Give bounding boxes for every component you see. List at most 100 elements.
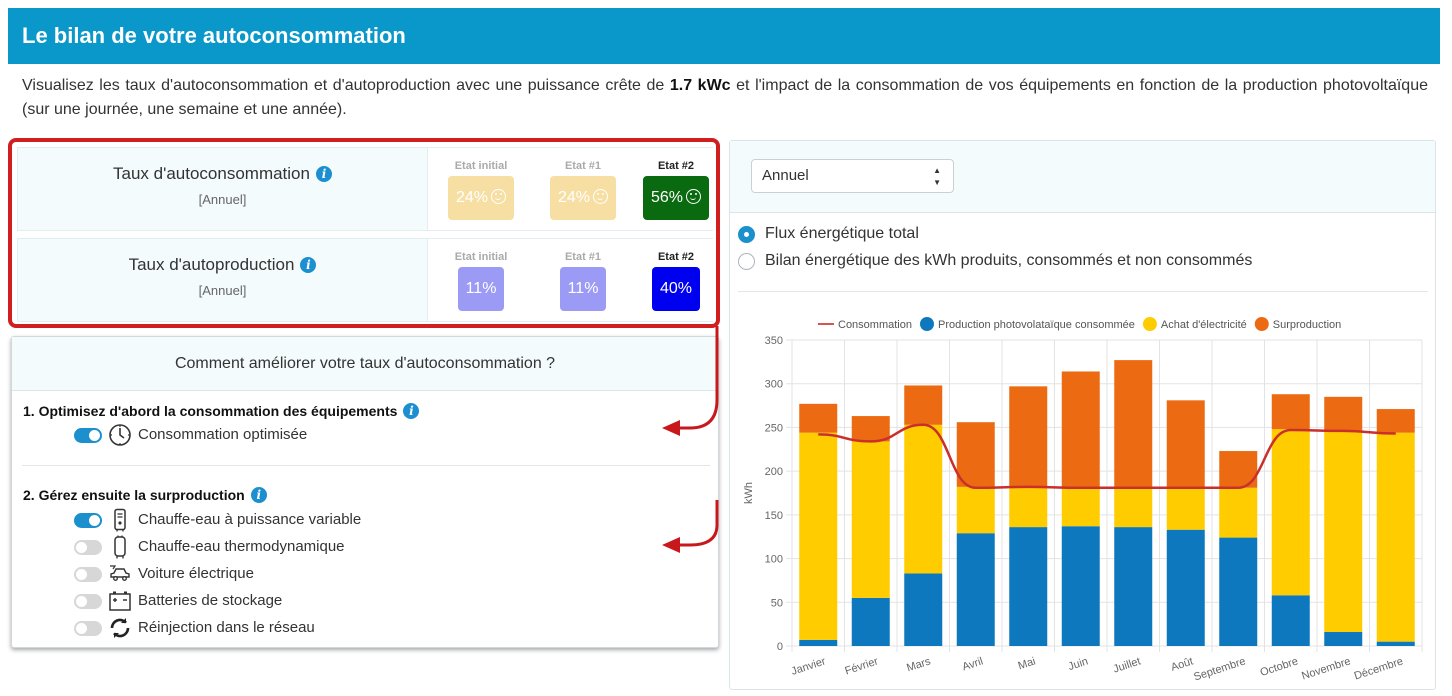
x-tick-label: Janvier	[790, 655, 828, 677]
divider	[738, 291, 1428, 292]
intro-text-after: et l'impact de la consommation de vos éq…	[22, 77, 1428, 118]
legend-marker	[1254, 317, 1269, 331]
rate-pill: 24%	[447, 176, 515, 220]
bar-segment	[799, 403, 838, 433]
option-electric-car[interactable]: Voiture électrique	[74, 562, 474, 588]
legend-marker	[1142, 317, 1157, 331]
option-storage-batteries[interactable]: Batteries de stockage	[74, 589, 474, 615]
bar-segment	[1219, 537, 1258, 646]
bar-segment	[1009, 527, 1048, 646]
bar-segment	[1376, 409, 1415, 433]
bar-segment	[1219, 487, 1258, 538]
refresh-icon	[110, 618, 130, 638]
rate-states: Etat initial 11% Etat #1 11% Etat #2 40%	[428, 239, 714, 321]
bar-segment	[1376, 432, 1415, 642]
bar-segment	[1114, 360, 1153, 487]
rate-pill: 56%	[642, 176, 710, 220]
state-2: Etat #2 56%	[636, 160, 716, 220]
bar-segment	[799, 639, 838, 646]
toggle-switch[interactable]	[74, 513, 102, 528]
smiley-icon	[686, 189, 702, 204]
energy-chart: 0 50 100 150 200 250 300 350 kWh Janvier Février Ma…	[743, 317, 1423, 683]
toggle-switch[interactable]	[74, 540, 102, 555]
rate-value: 24%	[557, 189, 591, 206]
bar-segment	[1166, 486, 1205, 530]
y-axis-label: kWh	[743, 482, 755, 504]
rate-title: Taux d'autoconsommation	[113, 164, 310, 183]
state-label: Etat #1	[564, 251, 602, 263]
period-select-value: Annuel	[762, 167, 809, 184]
rate-pill: 24%	[549, 176, 617, 220]
smiley-icon	[593, 189, 609, 204]
rate-label: Taux d'autoconsommation i [Annuel]	[18, 148, 428, 230]
y-tick-label: 250	[765, 422, 783, 434]
legend-label: Production photovolataïque consommée	[938, 319, 1135, 331]
bar-segment	[851, 597, 890, 646]
x-tick-label: Août	[1169, 655, 1194, 673]
radio-button[interactable]	[738, 226, 755, 243]
bar-segment	[1114, 527, 1153, 646]
y-tick-label: 50	[771, 597, 783, 609]
clock-icon	[109, 424, 131, 446]
bar-segment	[1324, 431, 1363, 633]
y-tick-label: 0	[777, 641, 783, 653]
info-icon[interactable]: i	[300, 257, 317, 273]
section-title: Le bilan de votre autoconsommation	[22, 23, 406, 48]
electric-car-icon	[110, 565, 130, 581]
state-2: Etat #2 40%	[636, 251, 716, 311]
x-tick-label: Avril	[961, 655, 985, 673]
thermo-water-heater-icon	[114, 535, 126, 559]
bar-segment	[904, 385, 943, 425]
option-label: Batteries de stockage	[138, 592, 283, 609]
peak-power-value: 1.7 kWc	[669, 77, 731, 94]
rate-states: Etat initial 24% Etat #1 24% Etat #2 56%	[428, 148, 714, 230]
option-label: Réinjection dans le réseau	[138, 619, 315, 636]
self-consumption-row: Taux d'autoconsommation i [Annuel] Etat i…	[17, 147, 714, 231]
option-label: Voiture électrique	[138, 565, 254, 582]
info-icon[interactable]: i	[250, 487, 267, 503]
y-tick-label: 300	[765, 379, 783, 391]
intro-text-before: Visualisez les taux d'autoconsommation e…	[22, 77, 670, 94]
rate-value: 40%	[659, 280, 693, 297]
legend-label: Consommation	[838, 319, 912, 331]
toggle-switch[interactable]	[74, 428, 102, 443]
toggle-switch[interactable]	[74, 594, 102, 609]
divider	[22, 465, 710, 466]
option-optimized-consumption[interactable]: Consommation optimisée	[74, 423, 474, 449]
radio-label: Bilan énergétique des kWh produits, cons…	[765, 252, 1253, 269]
option-label: Consommation optimisée	[138, 426, 308, 443]
improvement-panel: Comment améliorer votre taux d'autoconso…	[11, 336, 719, 648]
bar-segment	[1271, 429, 1310, 596]
toggle-switch[interactable]	[74, 567, 102, 582]
self-production-row: Taux d'autoproduction i [Annuel] Etat ini…	[17, 238, 714, 322]
state-label: Etat initial	[454, 160, 508, 172]
x-tick-label: Juin	[1067, 655, 1090, 673]
radio-button[interactable]	[738, 253, 755, 270]
y-tick-label: 100	[765, 554, 783, 566]
x-tick-label: Octobre	[1259, 655, 1300, 679]
toggle-switch[interactable]	[74, 621, 102, 636]
y-tick-label: 150	[765, 510, 783, 522]
period-select[interactable]: Annuel ▲ ▼	[751, 159, 954, 193]
x-tick-label: Juillet	[1112, 655, 1142, 675]
bar-segment	[904, 573, 943, 646]
state-initial: Etat initial 11%	[441, 251, 521, 311]
smiley-icon	[491, 189, 507, 204]
rate-value: 11%	[567, 280, 599, 297]
y-tick-label: 200	[765, 466, 783, 478]
option-thermo-water-heater[interactable]: Chauffe-eau thermodynamique	[74, 535, 474, 561]
rate-period: [Annuel]	[198, 192, 247, 207]
bar-segment	[1324, 632, 1363, 646]
chart-panel: Annuel ▲ ▼ Flux énergétique total Bilan é…	[729, 140, 1436, 690]
option-grid-reinjection[interactable]: Réinjection dans le réseau	[74, 616, 474, 642]
rate-pill: 11%	[559, 267, 607, 311]
info-icon[interactable]: i	[403, 403, 420, 419]
section-header: Le bilan de votre autoconsommation	[8, 8, 1440, 64]
rate-value: 11%	[465, 280, 497, 297]
bar-segment	[956, 486, 995, 534]
bar-segment	[904, 424, 943, 574]
info-icon[interactable]: i	[315, 166, 332, 182]
option-label: Chauffe-eau à puissance variable	[138, 511, 362, 528]
option-variable-water-heater[interactable]: Chauffe-eau à puissance variable	[74, 508, 474, 534]
rate-pill: 40%	[651, 267, 701, 311]
